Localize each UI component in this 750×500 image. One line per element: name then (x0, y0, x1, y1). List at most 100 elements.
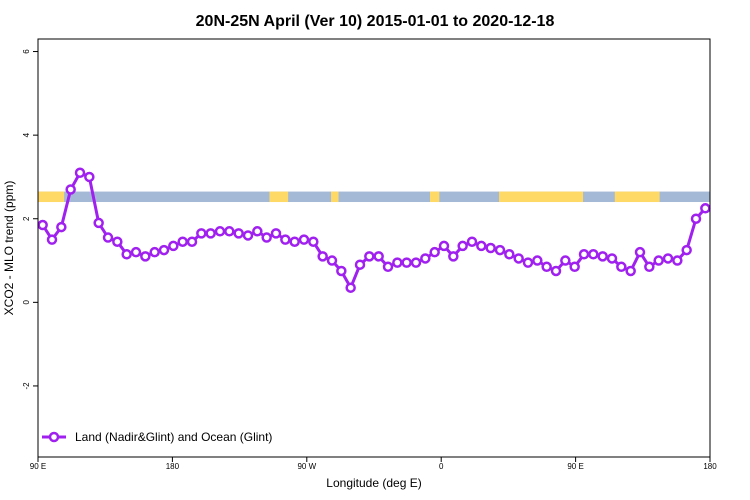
data-point (130, 246, 142, 258)
data-point (504, 249, 515, 260)
data-point (672, 255, 683, 266)
data-point (196, 228, 207, 239)
ocean-band (38, 191, 710, 203)
data-point (616, 261, 627, 273)
data-point (513, 253, 524, 264)
data-point (625, 265, 636, 277)
data-point (177, 236, 188, 247)
data-point (93, 217, 104, 229)
x-tick-label: 180 (703, 462, 717, 471)
data-point (121, 249, 132, 260)
data-point (326, 255, 338, 266)
data-point (345, 282, 356, 293)
data-point (494, 244, 506, 256)
legend: Land (Nadir&Glint) and Ocean (Glint) (42, 430, 272, 444)
data-point (46, 234, 58, 245)
data-point (588, 249, 599, 260)
data-point (448, 251, 459, 262)
data-point (298, 234, 310, 245)
series-line (41, 171, 707, 290)
y-tick-label: 4 (22, 132, 31, 137)
series-line-layer (41, 171, 707, 290)
land-band-segment (614, 191, 660, 203)
y-tick-label: 2 (22, 216, 31, 221)
data-point (280, 234, 291, 245)
series-points-layer (37, 167, 711, 293)
land-band-segment (38, 191, 65, 203)
y-tick-label: 0 (22, 300, 31, 305)
y-axis-ticks: -2 0 2 4 6 (22, 49, 38, 390)
data-point (252, 226, 263, 237)
x-axis-ticks: 90 E 180 90 W 0 90 E 180 (30, 457, 717, 471)
land-band-segment (331, 191, 339, 203)
land-band-segment (430, 191, 440, 203)
data-point (476, 240, 487, 252)
land-band-segment (269, 191, 289, 203)
data-point (56, 221, 67, 233)
land-ocean-band (38, 191, 710, 203)
data-point (102, 232, 114, 243)
data-point (261, 232, 272, 243)
data-point (242, 230, 254, 241)
data-point (522, 257, 534, 268)
x-tick-label: 90 W (297, 462, 316, 471)
x-tick-label: 90 E (567, 462, 583, 471)
data-point (382, 261, 394, 273)
data-point (233, 228, 244, 239)
y-axis-label: XCO2 - MLO trend (ppm) (2, 181, 16, 316)
data-point (140, 251, 151, 262)
x-tick-label: 0 (439, 462, 444, 471)
data-point (37, 219, 48, 231)
chart-title: 20N-25N April (Ver 10) 2015-01-01 to 202… (196, 13, 555, 30)
data-point (681, 244, 692, 256)
data-point (606, 253, 618, 264)
y-tick-label: 6 (22, 49, 31, 54)
data-point (690, 213, 702, 224)
data-point (373, 251, 384, 262)
y-tick-label: -2 (22, 382, 31, 390)
legend-label: Land (Nadir&Glint) and Ocean (Glint) (75, 430, 272, 444)
data-point (224, 226, 235, 237)
data-point (634, 246, 646, 258)
data-point (485, 242, 496, 254)
data-point (149, 246, 160, 258)
x-axis-label: Longitude (deg E) (326, 476, 421, 490)
data-point (457, 240, 468, 252)
data-point (541, 261, 552, 273)
data-point (205, 228, 216, 239)
x-tick-label: 180 (166, 462, 180, 471)
data-point (270, 228, 282, 239)
data-point (438, 240, 450, 252)
data-point (289, 236, 300, 247)
data-point (364, 251, 375, 262)
data-point (168, 240, 179, 252)
data-point (336, 265, 347, 277)
data-point (578, 249, 590, 260)
data-point (308, 236, 319, 247)
data-point (65, 184, 76, 195)
data-point (550, 265, 562, 277)
data-point (466, 236, 478, 247)
land-band-segment (499, 191, 584, 203)
data-point (700, 203, 711, 214)
data-point (186, 236, 198, 247)
data-point (429, 246, 440, 258)
data-point (84, 171, 95, 183)
data-point (158, 244, 170, 256)
data-point (653, 255, 664, 266)
data-point (317, 251, 328, 262)
data-point (662, 253, 674, 264)
data-point (420, 253, 431, 264)
data-point (560, 255, 571, 266)
data-point (354, 259, 366, 270)
data-point (74, 167, 86, 179)
data-point (644, 261, 655, 273)
data-point (410, 257, 422, 268)
data-point (532, 255, 543, 266)
data-point (112, 236, 123, 247)
plot-area-frame (37, 38, 711, 458)
data-point (597, 251, 608, 262)
data-point (392, 257, 403, 268)
data-point (569, 261, 580, 273)
